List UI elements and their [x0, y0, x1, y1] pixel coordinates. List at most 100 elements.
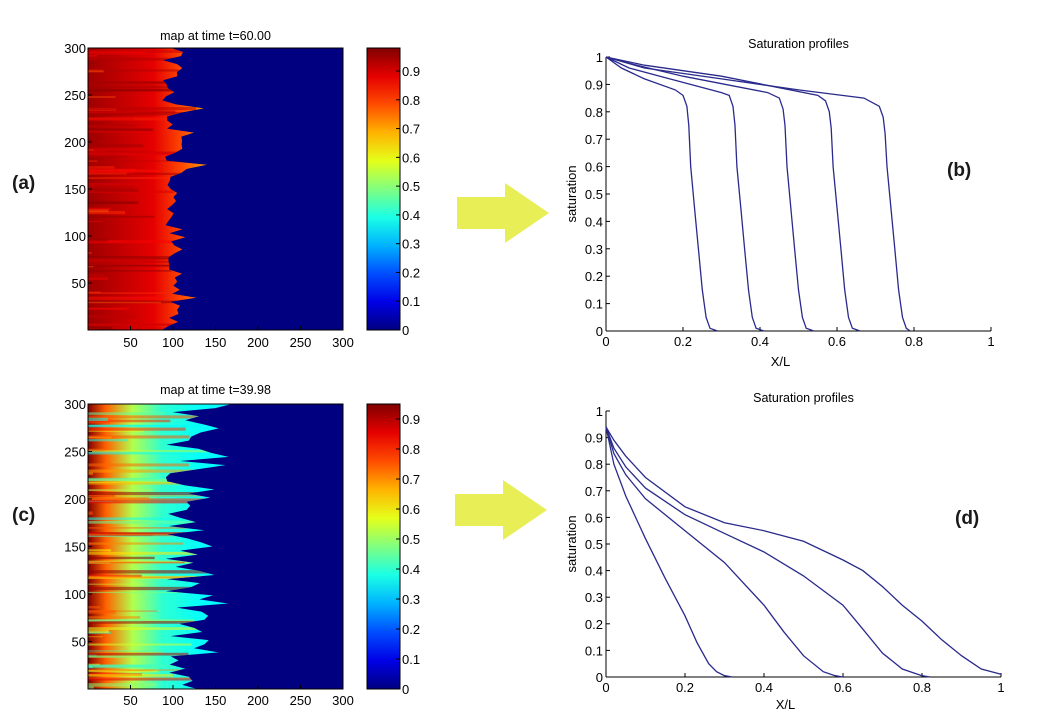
panel-label-c: (c)	[12, 505, 35, 526]
x-tick-label: 1	[997, 680, 1004, 695]
texture-streak	[88, 576, 214, 579]
texture-streak	[88, 654, 142, 658]
texture-streak	[88, 463, 189, 467]
texture-streak	[88, 55, 98, 57]
texture-streak	[88, 606, 101, 609]
texture-streak	[88, 619, 143, 622]
texture-streak	[88, 610, 158, 612]
texture-streak	[88, 481, 184, 485]
colorbar-tick-label: 0.8	[402, 442, 420, 457]
x-tick-label: 250	[290, 335, 312, 350]
texture-streak	[88, 270, 172, 272]
texture-streak	[88, 129, 141, 133]
texture-streak	[88, 636, 104, 638]
texture-streak	[88, 323, 185, 326]
texture-streak	[88, 549, 112, 552]
texture-streak	[88, 450, 232, 453]
texture-streak	[88, 586, 198, 591]
texture-streak	[88, 292, 169, 294]
texture-streak	[88, 177, 175, 179]
texture-streak	[88, 469, 209, 473]
texture-streak	[88, 577, 90, 580]
y-tick-label: 0.3	[585, 242, 603, 257]
x-tick-label: 0.2	[674, 334, 692, 349]
x-tick-label: 0.8	[905, 334, 923, 349]
texture-streak	[88, 427, 186, 431]
texture-streak	[88, 491, 220, 496]
texture-streak	[88, 182, 149, 186]
texture-streak	[88, 149, 95, 151]
texture-streak	[88, 308, 126, 310]
texture-streak	[88, 327, 201, 329]
series-line-2	[605, 56, 765, 332]
texture-streak	[88, 520, 220, 524]
texture-streak	[88, 664, 152, 669]
colorbar-tick-label: 0.3	[402, 237, 420, 252]
texture-streak	[88, 227, 92, 230]
y-axis-label: saturation	[564, 165, 579, 222]
texture-streak	[88, 500, 224, 504]
y-tick-label: 0.7	[585, 132, 603, 147]
series-line-4	[605, 426, 1002, 675]
texture-streak	[88, 683, 157, 687]
y-tick-label: 0.5	[585, 187, 603, 202]
texture-streak	[88, 260, 180, 263]
texture-streak	[88, 620, 226, 624]
texture-streak	[88, 495, 228, 497]
series-line-1	[605, 56, 718, 332]
texture-streak	[88, 210, 126, 215]
texture-streak	[88, 147, 146, 152]
x-tick-label: 0	[602, 680, 609, 695]
series-line-1	[605, 426, 733, 678]
texture-streak	[88, 110, 176, 114]
texture-streak	[88, 276, 107, 278]
colorbar-bar	[366, 47, 401, 331]
colorbar: 0.9 0.8 0.7 0.6 0.5 0.4 0.3 0.2 0.1 0	[366, 47, 420, 338]
texture-streak	[88, 556, 155, 560]
x-tick-label: 50	[123, 693, 137, 708]
colorbar: 0.9 0.8 0.7 0.6 0.5 0.4 0.3 0.2 0.1 0	[366, 403, 420, 697]
y-tick-label: 0.1	[585, 297, 603, 312]
texture-streak	[88, 137, 92, 141]
texture-streak	[88, 56, 122, 60]
y-tick-label: 0.7	[585, 484, 603, 499]
y-tick-label: 0.1	[585, 643, 603, 658]
y-tick-label: 0.8	[585, 457, 603, 472]
texture-streak	[88, 258, 154, 262]
texture-streak	[88, 89, 185, 91]
texture-streak	[88, 616, 141, 619]
texture-streak	[88, 152, 185, 156]
x-tick-label: 100	[162, 335, 184, 350]
panel-label-a: (a)	[12, 173, 35, 194]
texture-streak	[88, 669, 219, 671]
line-chart-d: 0 0.2 0.4 0.6 0.8 1 1 0.9 0.8 0.7 0.6 0.5 0.4 0.3 0.2 0…	[564, 391, 1005, 712]
texture-streak	[88, 448, 105, 452]
texture-streak	[88, 511, 93, 515]
x-tick-label: 1	[987, 334, 994, 349]
texture-streak	[88, 301, 161, 304]
texture-streak	[88, 326, 113, 330]
y-tick-label: 200	[64, 492, 86, 507]
series-line-4	[605, 56, 861, 332]
texture-streak	[88, 154, 128, 158]
texture-streak	[88, 266, 94, 268]
x-tick-label: 0.4	[755, 680, 773, 695]
y-tick-label: 0.5	[585, 537, 603, 552]
colorbar-tick-label: 0.4	[402, 208, 420, 223]
texture-streak	[88, 209, 109, 213]
texture-streak	[88, 436, 112, 439]
colorbar-tick-label: 0.7	[402, 122, 420, 137]
texture-streak	[88, 315, 137, 319]
texture-streak	[88, 112, 197, 116]
y-tick-label: 1	[596, 50, 603, 65]
texture-streak	[88, 215, 155, 218]
texture-streak	[88, 69, 179, 72]
texture-streak	[88, 439, 128, 442]
texture-streak	[88, 307, 130, 310]
texture-streak	[88, 489, 153, 492]
texture-streak	[88, 669, 159, 673]
y-tick-label: 0	[596, 670, 603, 685]
texture-streak	[88, 57, 203, 61]
texture-streak	[88, 96, 116, 98]
